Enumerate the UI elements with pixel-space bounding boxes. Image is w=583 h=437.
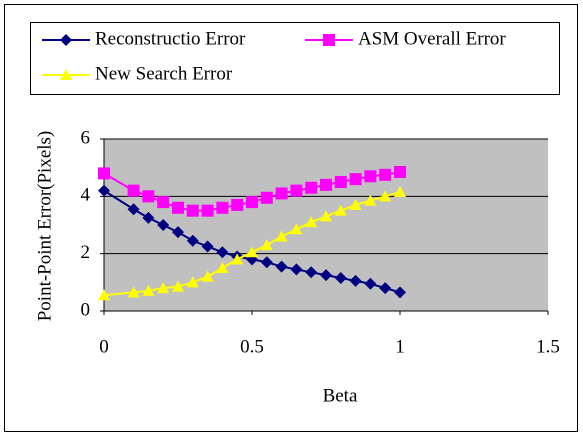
data-point: [305, 181, 318, 194]
legend-box: [30, 22, 560, 95]
data-point: [98, 167, 110, 180]
x-tick-label: 1.5: [536, 336, 560, 357]
data-point: [260, 239, 273, 251]
legend-label: New Search Error: [95, 63, 233, 84]
data-point: [349, 274, 362, 287]
data-point: [260, 191, 273, 204]
data-point: [142, 190, 155, 203]
data-point: [290, 184, 303, 197]
y-tick-label: 4: [81, 185, 91, 206]
data-point: [98, 289, 110, 301]
y-tick-label: 6: [81, 127, 91, 148]
data-point: [349, 173, 362, 186]
data-point: [379, 190, 392, 202]
legend-marker: [60, 34, 72, 46]
data-point: [186, 204, 199, 217]
x-tick-label: 0.5: [240, 336, 264, 357]
data-point: [186, 276, 199, 288]
x-tick-label: 0: [99, 336, 109, 357]
data-point: [127, 203, 140, 216]
data-point: [231, 198, 244, 211]
data-point: [216, 246, 229, 259]
data-point: [275, 187, 288, 200]
y-axis-label: Point-Point Error(Pixels): [34, 131, 55, 322]
data-point: [275, 260, 288, 273]
data-point: [231, 253, 244, 265]
data-point: [127, 286, 140, 298]
data-point: [364, 170, 377, 183]
data-point: [157, 196, 170, 209]
data-point: [172, 280, 184, 292]
y-tick-label: 0: [81, 299, 91, 320]
data-point: [320, 269, 332, 282]
data-point: [290, 263, 303, 276]
data-point: [379, 282, 392, 295]
data-point: [364, 277, 377, 290]
data-point: [201, 270, 214, 282]
data-point: [201, 240, 214, 253]
data-point: [320, 178, 332, 191]
legend-marker: [323, 34, 335, 46]
x-tick-label: 1: [395, 336, 405, 357]
data-point: [349, 198, 362, 210]
data-point: [201, 204, 214, 217]
data-point: [157, 219, 170, 231]
x-axis-label: Beta: [323, 385, 358, 406]
legend-label: ASM Overall Error: [358, 28, 506, 49]
data-point: [364, 194, 377, 206]
data-point: [142, 211, 155, 224]
data-point: [186, 234, 199, 247]
data-point: [172, 226, 184, 239]
data-point: [394, 186, 406, 198]
plot-area: [104, 139, 548, 311]
data-point: [305, 216, 318, 228]
data-point: [98, 184, 110, 197]
data-point: [320, 210, 332, 222]
data-point: [394, 286, 406, 299]
data-point: [275, 230, 288, 242]
data-point: [394, 165, 406, 178]
data-point: [334, 204, 347, 216]
data-point: [246, 246, 258, 258]
data-point: [142, 284, 155, 296]
data-point: [172, 201, 184, 214]
legend-label: Reconstructio Error: [95, 28, 246, 49]
data-point: [305, 266, 318, 279]
data-point: [379, 168, 392, 181]
legend-marker: [60, 69, 72, 80]
data-point: [157, 282, 170, 294]
data-point: [246, 196, 258, 209]
data-point: [334, 272, 347, 285]
data-point: [290, 223, 303, 235]
y-tick-label: 2: [81, 242, 91, 263]
data-point: [216, 201, 229, 214]
data-point: [216, 262, 229, 273]
data-point: [260, 256, 273, 269]
data-point: [127, 184, 140, 197]
data-point: [334, 176, 347, 188]
